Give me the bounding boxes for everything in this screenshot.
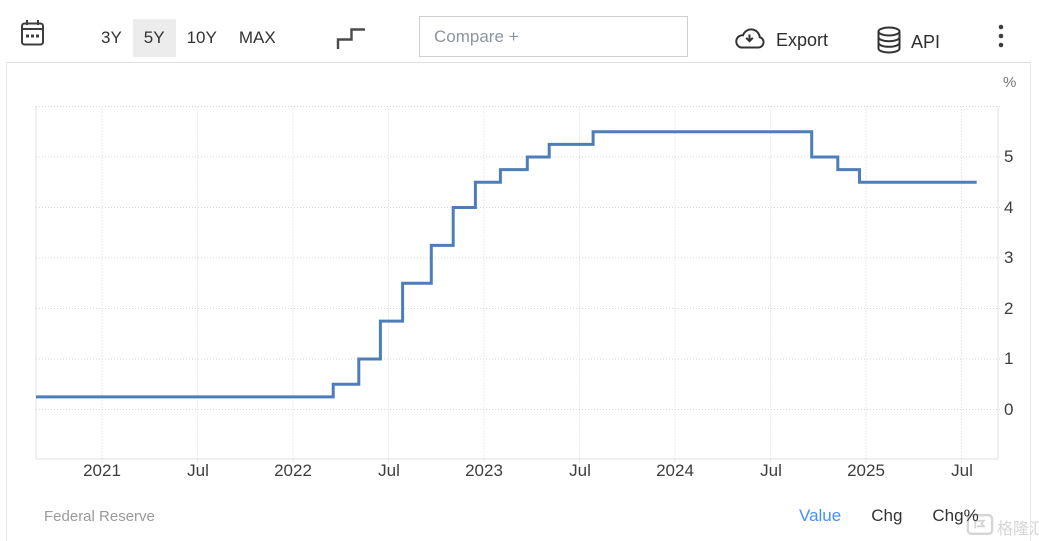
x-axis-label: Jul [569,461,591,480]
rate-step-line [36,130,977,399]
panel-left-border [6,62,7,541]
compare-input[interactable] [419,16,688,57]
x-axis-label: 2024 [656,461,694,480]
watermark: 格隆汇 [966,513,1039,541]
export-button[interactable]: Export [731,26,828,55]
cloud-download-icon [731,26,767,55]
mode-link-value[interactable]: Value [799,506,842,525]
range-button-10y[interactable]: 10Y [176,19,228,57]
y-axis-label: 5 [1004,147,1014,166]
kebab-menu-icon [996,24,1006,54]
more-menu-button[interactable] [996,23,1006,51]
y-axis-unit: % [1003,74,1017,91]
source-label: Federal Reserve [44,508,155,525]
range-buttons: 3Y 5Y 10Y MAX [90,19,287,57]
api-button[interactable]: API [876,26,940,59]
x-axis-label: Jul [951,461,973,480]
x-axis-label: Jul [378,461,400,480]
range-button-5y[interactable]: 5Y [132,19,176,57]
calendar-icon [20,20,45,50]
watermark-text: 格隆汇 [997,521,1039,538]
x-axis-label: 2023 [465,461,503,480]
range-button-3y[interactable]: 3Y [90,19,133,57]
x-axis-label: Jul [187,461,209,480]
y-axis-label: 3 [1004,248,1014,267]
panel-right-border [1030,62,1031,541]
x-axis-label: Jul [760,461,782,480]
y-axis-label: 1 [1004,349,1014,368]
x-axis-label: 2021 [83,461,121,480]
range-button-max[interactable]: MAX [228,19,287,57]
watermark-logo-icon [966,513,994,541]
x-axis-label: 2022 [274,461,312,480]
database-icon [876,26,902,59]
export-label: Export [776,30,829,50]
step-line-icon [336,28,367,54]
mode-link-chg[interactable]: Chg [871,506,903,525]
toolbar-divider [6,62,1030,63]
y-axis-label: 0 [1004,400,1014,419]
x-axis-label: 2025 [847,461,885,480]
step-chart-type-button[interactable] [336,26,367,51]
y-axis-label: 4 [1004,198,1014,217]
api-label: API [911,32,941,52]
display-mode-links: Value Chg Chg% [799,506,979,526]
y-axis-label: 2 [1004,299,1014,318]
mode-link-chgpct[interactable]: Chg% [932,506,979,525]
calendar-button[interactable] [20,19,45,47]
